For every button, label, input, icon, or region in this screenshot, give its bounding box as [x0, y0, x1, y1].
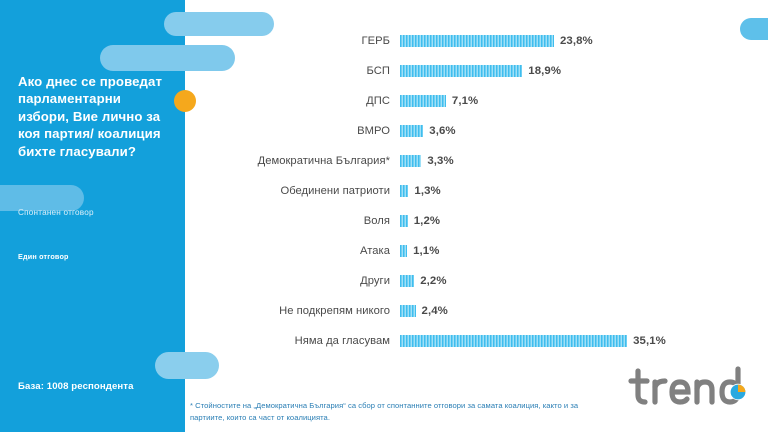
bar-chart: ГЕРБ 23,8% БСП 18,9% ДПС 7,1% ВМРО 3,6% Демократ… [185, 26, 768, 356]
chart-row-label: Обединени патриоти [280, 185, 390, 197]
chart-bar-value: 35,1% [633, 335, 666, 347]
chart-row: Други 2,2% [185, 266, 768, 296]
chart-bar-wrapper: 3,6% [400, 125, 768, 137]
decorative-orange-dot [174, 90, 196, 112]
chart-bar-value: 23,8% [559, 35, 593, 47]
base-respondents-label: База: 1008 респондента [18, 381, 134, 392]
chart-bar [400, 185, 409, 197]
chart-row-label: Демократична България* [257, 155, 390, 167]
chart-row-label: Атака [359, 245, 390, 257]
chart-bar [400, 65, 523, 77]
chart-row: ВМРО 3,6% [185, 116, 768, 146]
chart-bar-wrapper: 7,1% [400, 95, 768, 107]
chart-bar-wrapper: 23,8% [400, 35, 768, 47]
chart-bar-wrapper: 2,2% [400, 275, 768, 287]
trend-logo [628, 364, 746, 410]
chart-row: Няма да гласувам 35,1% [185, 326, 768, 356]
chart-row: ДПС 7,1% [185, 86, 768, 116]
chart-bar [400, 155, 422, 167]
chart-bar [400, 125, 424, 137]
chart-bar-wrapper: 3,3% [400, 155, 768, 167]
chart-bar [400, 275, 415, 287]
chart-bar-wrapper: 2,4% [400, 305, 768, 317]
chart-row: Атака 1,1% [185, 236, 768, 266]
chart-row: Обединени патриоти 1,3% [185, 176, 768, 206]
chart-bar-value: 3,6% [429, 125, 456, 137]
chart-bar [400, 305, 416, 317]
chart-row: Демократична България* 3,3% [185, 146, 768, 176]
decorative-pill-left [0, 185, 84, 211]
chart-row-label: ГЕРБ [361, 35, 390, 47]
trend-logo-mark [628, 366, 746, 405]
decorative-pill-bottom [155, 352, 219, 379]
chart-bar [400, 35, 554, 47]
chart-bar-value: 3,3% [427, 155, 454, 167]
decorative-pill-upper [100, 45, 235, 71]
question-title: Ако днес се проведат парламентарни избор… [18, 74, 163, 159]
chart-bar-value: 1,1% [413, 245, 440, 257]
chart-bar-value: 7,1% [451, 95, 479, 107]
chart-bar-value: 2,4% [421, 305, 448, 317]
sidebar-panel: Ако днес се проведат парламентарни избор… [0, 0, 274, 432]
chart-row: ГЕРБ 23,8% [185, 26, 768, 56]
chart-bar [400, 215, 408, 227]
chart-bar-value: 1,2% [413, 215, 441, 227]
chart-row-label: ДПС [366, 95, 390, 107]
chart-bar [400, 245, 408, 257]
chart-bar [400, 95, 446, 107]
chart-bar-wrapper: 35,1% [400, 335, 768, 347]
chart-bar-value: 1,3% [414, 185, 441, 197]
chart-row-label: Воля [363, 215, 390, 227]
chart-row-label: ВМРО [357, 125, 390, 137]
chart-bar-wrapper: 1,2% [400, 215, 768, 227]
note-single-answer: Един отговор [18, 252, 69, 261]
footnote-text: * Стойностите на „Демократична България“… [190, 401, 579, 422]
chart-bar-wrapper: 1,1% [400, 245, 768, 257]
chart-row: Не подкрепям никого 2,4% [185, 296, 768, 326]
chart-row-label: Няма да гласувам [294, 335, 390, 347]
chart-bar-wrapper: 18,9% [400, 65, 768, 77]
chart-bar-value: 2,2% [420, 275, 447, 287]
chart-bar-wrapper: 1,3% [400, 185, 768, 197]
chart-bar [400, 335, 628, 347]
decorative-pill-top-right [740, 18, 768, 40]
chart-row: Воля 1,2% [185, 206, 768, 236]
chart-bar-value: 18,9% [528, 65, 562, 77]
chart-row: БСП 18,9% [185, 56, 768, 86]
chart-row-label: Не подкрепям никого [279, 305, 390, 317]
decorative-pill-top [164, 12, 274, 36]
note-spontaneous-answer: Спонтанен отговор [18, 208, 94, 217]
chart-row-label: Други [360, 275, 390, 287]
chart-row-label: БСП [366, 65, 390, 77]
